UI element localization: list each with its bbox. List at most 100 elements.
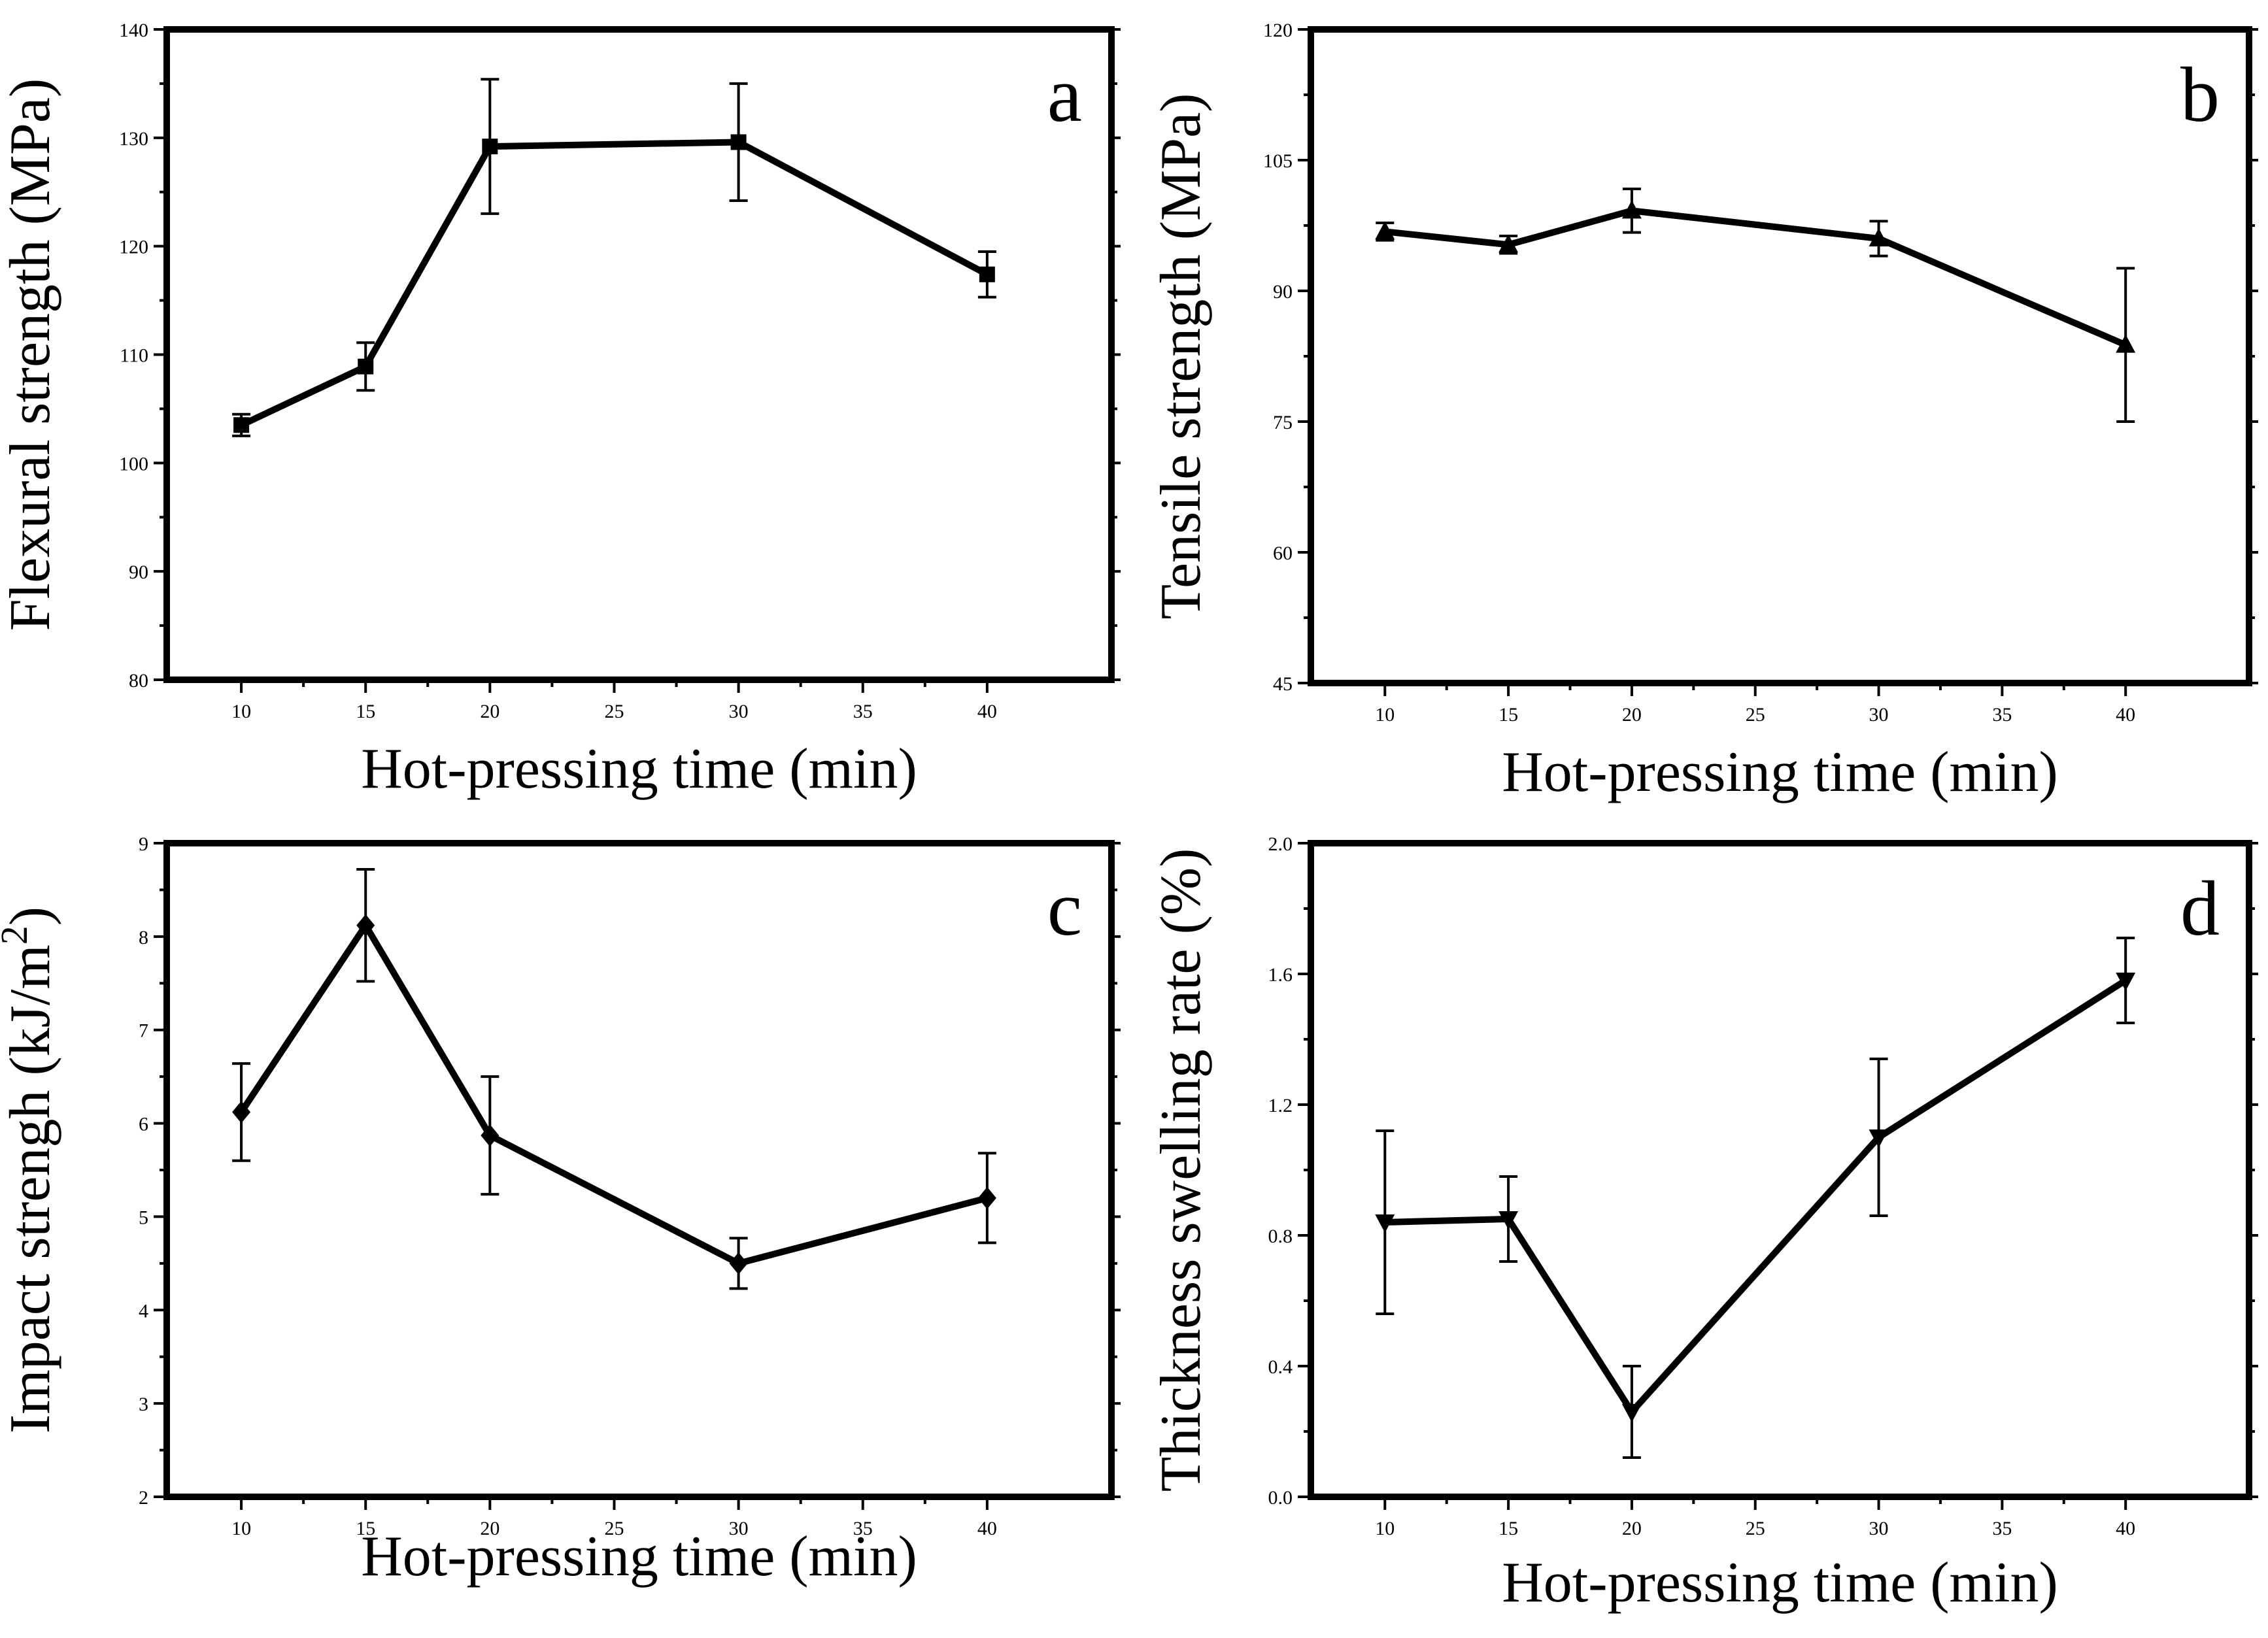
y-tick-label: 120 <box>1263 20 1293 41</box>
x-tick-label: 15 <box>356 701 375 722</box>
x-axis-title: Hot-pressing time (min) <box>361 737 917 801</box>
x-tick-label: 25 <box>1746 704 1765 726</box>
x-tick-label: 15 <box>1498 704 1518 726</box>
x-tick-label: 15 <box>356 1518 375 1539</box>
x-tick-label: 40 <box>977 1518 997 1539</box>
y-tick-label: 75 <box>1273 412 1293 433</box>
data-point <box>358 358 374 375</box>
panel-letter: c <box>1047 865 1082 952</box>
x-tick-label: 40 <box>2116 1518 2135 1539</box>
x-tick-label: 10 <box>231 701 251 722</box>
data-point <box>233 417 250 433</box>
y-axis-title: Thickness swelling rate (%) <box>1149 848 1213 1492</box>
y-tick-label: 0.8 <box>1268 1226 1293 1247</box>
y-tick-label: 3 <box>139 1394 148 1415</box>
y-tick-label: 45 <box>1273 673 1293 695</box>
y-tick-label: 0.4 <box>1268 1356 1293 1378</box>
x-tick-label: 20 <box>480 701 499 722</box>
chart-panel-b: 10 15 20 25 30 35 40 45 60 75 90 105 120 Hot-pressing… <box>1149 20 2258 804</box>
y-axis-title-main: Impact strengh (kJ/m <box>0 944 62 1433</box>
y-tick-label: 90 <box>129 561 148 583</box>
data-point <box>1498 1211 1519 1229</box>
x-tick-label: 20 <box>480 1518 499 1539</box>
y-axis-title: Flexural strength (MPa) <box>0 78 62 631</box>
y-tick-label: 5 <box>139 1207 148 1228</box>
data-point <box>730 134 747 150</box>
x-tick-label: 30 <box>729 1518 749 1539</box>
x-tick-label: 35 <box>853 1518 873 1539</box>
y-axis-title: Impact strengh (kJ/m2) <box>0 907 62 1433</box>
x-axis-title: Hot-pressing time (min) <box>1502 1551 2058 1614</box>
y-tick-label: 4 <box>139 1300 148 1322</box>
series-line <box>239 139 989 428</box>
x-tick-label: 10 <box>231 1518 251 1539</box>
plot-frame <box>1308 26 2252 686</box>
y-tick-label: 90 <box>1273 281 1293 303</box>
y-tick-label: 105 <box>1263 150 1293 172</box>
y-axis-title-superscript: 2 <box>0 926 35 944</box>
x-tick-label: 25 <box>1746 1518 1765 1539</box>
data-point <box>977 1186 996 1209</box>
data-point <box>2116 973 2136 991</box>
x-tick-label: 35 <box>853 701 873 722</box>
plot-frame <box>1308 840 2252 1500</box>
y-tick-label: 6 <box>139 1114 148 1135</box>
x-tick-label: 20 <box>1622 1518 1642 1539</box>
data-point <box>481 1124 499 1147</box>
data-point <box>232 1101 251 1124</box>
data-point <box>1621 1404 1642 1422</box>
y-tick-label: 1.6 <box>1268 964 1293 986</box>
y-tick-label: 2 <box>139 1487 148 1509</box>
x-tick-label: 40 <box>2116 704 2135 726</box>
x-tick-label: 25 <box>604 701 624 722</box>
x-tick-label: 30 <box>1869 704 1889 726</box>
y-tick-label: 110 <box>120 345 148 367</box>
y-tick-label: 7 <box>139 1020 148 1042</box>
x-tick-label: 20 <box>1622 704 1642 726</box>
x-tick-label: 35 <box>1992 704 2012 726</box>
data-point <box>1869 1129 1889 1148</box>
data-point <box>2116 334 2136 353</box>
x-tick-label: 30 <box>1869 1518 1889 1539</box>
x-tick-label: 35 <box>1992 1518 2012 1539</box>
y-axis-title: Tensile strength (MPa) <box>1149 93 1213 619</box>
x-tick-label: 15 <box>1498 1518 1518 1539</box>
y-tick-label: 1.2 <box>1268 1095 1293 1116</box>
y-tick-label: 9 <box>139 833 148 855</box>
y-axis-title-end: ) <box>0 907 62 926</box>
y-tick-label: 2.0 <box>1268 833 1293 855</box>
y-tick-label: 130 <box>119 128 148 150</box>
x-tick-label: 30 <box>729 701 749 722</box>
data-point <box>1621 200 1642 219</box>
chart-panel-c: 10 15 20 25 30 35 40 2 3 4 5 6 7 8 9 Hot-pressing time … <box>0 833 1121 1588</box>
series-line <box>1385 977 2127 1415</box>
y-tick-label: 120 <box>119 237 148 258</box>
x-axis-title: Hot-pressing time (min) <box>361 1525 917 1588</box>
y-tick-label: 8 <box>139 927 148 948</box>
panel-letter: a <box>1047 51 1082 138</box>
data-point <box>482 139 498 155</box>
x-tick-label: 25 <box>604 1518 624 1539</box>
x-axis-title: Hot-pressing time (min) <box>1502 741 2058 804</box>
data-point <box>729 1252 748 1275</box>
series-line <box>238 922 989 1267</box>
plot-frame <box>163 26 1115 683</box>
x-tick-label: 10 <box>1375 704 1395 726</box>
chart-panel-d: 10 15 20 25 30 35 40 0.0 0.4 0.8 1.2 1.6 2.0 Hot-pres… <box>1149 833 2258 1614</box>
chart-panel-a: 10 15 20 25 30 35 40 80 90 100 110 120 130 140 Hot-pre… <box>0 20 1121 801</box>
y-tick-label: 60 <box>1273 543 1293 564</box>
plot-frame <box>163 840 1115 1500</box>
y-tick-label: 140 <box>119 20 148 41</box>
y-tick-label: 100 <box>119 453 148 475</box>
series-line <box>1384 207 2127 348</box>
y-tick-label: 0.0 <box>1268 1487 1293 1509</box>
data-point <box>979 266 995 282</box>
data-point <box>1498 234 1519 253</box>
data-point <box>356 914 375 937</box>
data-point <box>1375 221 1395 240</box>
data-point <box>1375 1214 1395 1233</box>
panel-letter: b <box>2180 51 2220 138</box>
x-tick-label: 10 <box>1375 1518 1395 1539</box>
x-tick-label: 40 <box>977 701 997 722</box>
